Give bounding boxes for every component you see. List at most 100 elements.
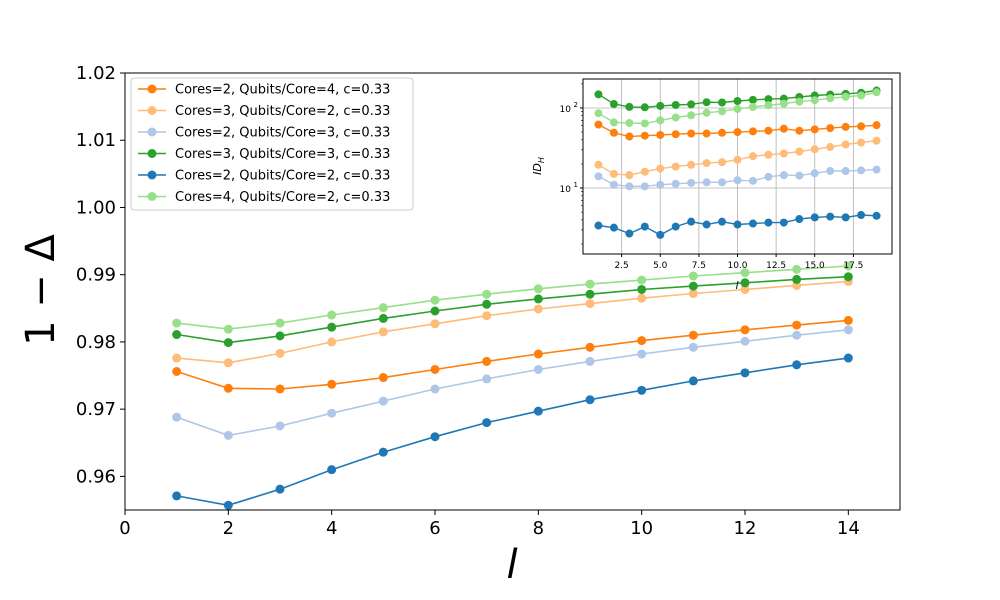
inset-data-point [594, 221, 603, 230]
inset-data-point [795, 97, 804, 106]
inset-y-axis-label-subscript: H [537, 157, 546, 163]
main-data-point [792, 330, 802, 340]
main-y-tick-label: 1.00 [76, 197, 116, 218]
main-data-point [223, 338, 233, 348]
inset-data-point [656, 101, 665, 110]
main-x-tick-label: 2 [223, 518, 234, 539]
inset-y-tick-label: 10 [560, 185, 572, 195]
inset-data-point [702, 178, 711, 187]
inset-series-cores-2-qubits-core-4-c-0-33 [594, 120, 881, 141]
inset-data-point [841, 140, 850, 149]
main-data-point [172, 491, 182, 501]
legend-marker [147, 84, 157, 94]
inset-data-point [656, 130, 665, 139]
main-data-point [792, 274, 802, 284]
main-x-tick-label: 6 [429, 518, 440, 539]
main-data-point [843, 272, 853, 282]
main-data-point [327, 337, 337, 347]
main-data-point [378, 373, 388, 383]
legend-label: Cores=2, Qubits/Core=3, c=0.33 [175, 126, 390, 141]
main-data-point [740, 268, 750, 278]
inset-data-point [779, 149, 788, 158]
inset-data-point [702, 129, 711, 138]
inset-data-point [857, 211, 866, 220]
legend-item-cores-2-qubits-core-4-c-0-33: Cores=2, Qubits/Core=4, c=0.33 [138, 83, 390, 98]
legend-label: Cores=3, Qubits/Core=2, c=0.33 [175, 104, 390, 119]
legend-item-cores-4-qubits-core-2-c-0-33: Cores=4, Qubits/Core=2, c=0.33 [138, 190, 390, 205]
legend-marker [147, 192, 157, 201]
main-data-point [585, 289, 595, 299]
main-data-point [430, 319, 440, 329]
main-series-cores-2-qubits-core-2-c-0-33 [172, 353, 853, 510]
inset-data-point [841, 167, 850, 176]
main-y-tick-label: 0.97 [76, 399, 116, 420]
inset-y-tick-label: 10 [560, 105, 572, 115]
main-x-tick-label: 4 [326, 518, 337, 539]
inset-data-point [687, 217, 696, 226]
main-data-point [637, 385, 647, 395]
main-data-point [585, 356, 595, 366]
inset-data-point [857, 91, 866, 100]
main-chart: 0 2 4 6 8 10 12 14 0.960.970.980.991.001.011.02… [18, 63, 901, 588]
main-y-axis: 0.96 0.97 0.98 0.99 1.00 1.01 1.02 [76, 63, 125, 487]
main-data-point [482, 356, 492, 366]
legend-item-cores-2-qubits-core-2-c-0-33: Cores=2, Qubits/Core=2, c=0.33 [138, 169, 390, 184]
inset-data-point [640, 131, 649, 140]
main-data-point [275, 421, 285, 431]
main-data-point [533, 284, 543, 294]
legend-label: Cores=2, Qubits/Core=4, c=0.33 [175, 83, 390, 98]
inset-x-tick-label: 10.0 [727, 261, 747, 271]
inset-data-point [857, 138, 866, 147]
inset-data-point [826, 143, 835, 152]
inset-data-point [702, 220, 711, 229]
inset-data-point [733, 97, 742, 106]
main-data-point [275, 331, 285, 341]
main-data-point [740, 278, 750, 288]
inset-data-point [687, 178, 696, 187]
inset-data-point [795, 215, 804, 224]
main-series-line [176, 329, 849, 437]
legend-label: Cores=3, Qubits/Core=3, c=0.33 [175, 147, 390, 162]
inset-data-point [640, 182, 649, 191]
inset-data-point [656, 164, 665, 173]
inset-data-point [779, 218, 788, 227]
main-data-point [327, 408, 337, 418]
main-data-point [378, 447, 388, 457]
main-data-point [637, 349, 647, 359]
main-series-group [172, 261, 853, 510]
main-data-point [275, 384, 285, 394]
main-data-point [482, 311, 492, 321]
inset-data-point [594, 109, 603, 118]
main-x-axis: 0 2 4 6 8 10 12 14 [119, 510, 860, 539]
main-data-point [430, 306, 440, 316]
inset-x-tick-label: 2.5 [614, 261, 628, 271]
inset-data-point [826, 94, 835, 103]
inset-data-point [640, 222, 649, 231]
main-data-point [533, 406, 543, 416]
main-series-cores-2-qubits-core-3-c-0-33 [172, 325, 853, 440]
inset-x-tick-label: 15.0 [805, 261, 825, 271]
main-data-point [430, 364, 440, 374]
main-y-tick-label: 0.96 [76, 466, 116, 487]
inset-data-point [687, 111, 696, 120]
main-data-point [223, 383, 233, 393]
main-data-point [585, 299, 595, 309]
main-series-cores-3-qubits-core-3-c-0-33 [172, 272, 853, 348]
main-data-point [223, 324, 233, 334]
inset-data-point [671, 179, 680, 188]
inset-data-point [857, 166, 866, 175]
main-data-point [843, 325, 853, 335]
inset-data-point [764, 218, 773, 227]
inset-data-point [625, 118, 634, 127]
legend-label: Cores=2, Qubits/Core=2, c=0.33 [175, 169, 390, 184]
main-data-point [585, 395, 595, 405]
inset-data-point [810, 125, 819, 134]
inset-data-point [656, 180, 665, 189]
main-data-point [378, 396, 388, 406]
inset-data-point [748, 95, 757, 104]
main-series-line [176, 357, 849, 507]
inset-data-point [687, 100, 696, 109]
inset-data-point [872, 121, 881, 130]
inset-data-point [810, 145, 819, 154]
